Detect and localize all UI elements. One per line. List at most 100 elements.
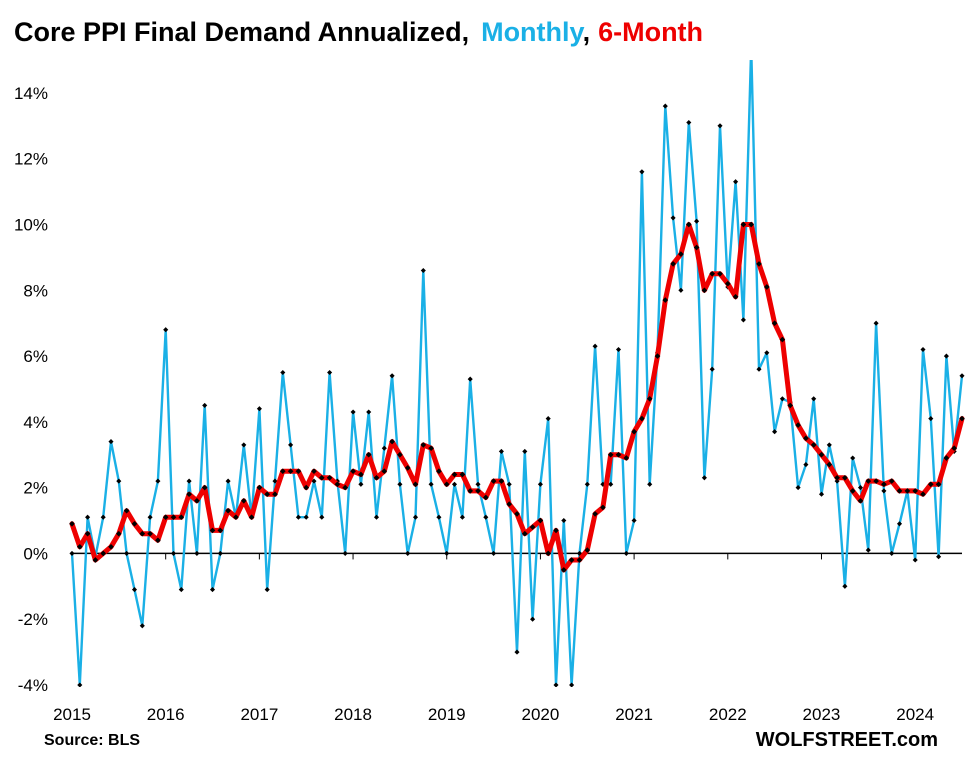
monthly-point: [217, 550, 223, 556]
monthly-point: [202, 402, 208, 408]
monthly-point: [733, 179, 739, 185]
six-month-point: [240, 497, 247, 504]
six-month-point: [779, 336, 786, 343]
monthly-point: [522, 448, 528, 454]
monthly-point: [537, 481, 543, 487]
monthly-point: [459, 514, 465, 520]
monthly-point: [740, 317, 746, 323]
six-month-point: [842, 474, 848, 481]
monthly-point: [717, 123, 723, 129]
six-month-point: [748, 221, 755, 228]
monthly-point: [412, 514, 419, 520]
six-month-point: [693, 244, 700, 251]
monthly-point: [295, 514, 301, 520]
six-month-point: [443, 481, 450, 488]
monthly-point: [506, 481, 512, 487]
six-month-point: [662, 297, 669, 303]
monthly-point: [139, 623, 145, 629]
six-month-point: [732, 293, 739, 300]
monthly-point: [491, 550, 497, 556]
six-month-point: [459, 471, 466, 478]
monthly-point: [186, 478, 192, 484]
x-tick-label: 2017: [240, 705, 278, 724]
chart-title-separator: ,: [583, 17, 591, 47]
six-month-point: [256, 484, 263, 491]
monthly-point: [319, 514, 325, 520]
six-month-point: [482, 494, 489, 501]
monthly-point: [818, 491, 825, 497]
monthly-point: [444, 550, 450, 556]
x-tick-label: 2018: [334, 705, 372, 724]
monthly-point: [912, 557, 918, 563]
six-month-point: [951, 445, 958, 452]
six-month-point: [818, 451, 825, 458]
monthly-point: [85, 514, 91, 520]
monthly-point: [811, 396, 817, 402]
monthly-point: [615, 346, 622, 353]
x-tick-label: 2024: [896, 705, 934, 724]
six-month-point: [373, 474, 380, 481]
x-tick-label: 2020: [522, 705, 560, 724]
monthly-point: [686, 119, 692, 126]
y-tick-label: 14%: [14, 84, 48, 103]
monthly-point: [662, 103, 668, 109]
monthly-point: [694, 218, 700, 224]
six-month-point: [303, 484, 310, 491]
six-month-point: [803, 435, 809, 442]
monthly-point: [896, 521, 903, 527]
six-month-point: [857, 497, 864, 504]
six-month-point: [147, 530, 153, 537]
six-month-point: [709, 270, 716, 277]
six-month-point: [529, 524, 536, 530]
monthly-point: [764, 350, 770, 356]
six-month-point: [194, 497, 200, 504]
monthly-point: [280, 369, 286, 376]
monthly-point: [592, 343, 598, 349]
six-month-point: [115, 530, 122, 537]
six-month-point: [358, 471, 364, 478]
monthly-point: [709, 366, 715, 372]
six-month-point: [412, 481, 419, 488]
six-month-point: [389, 438, 395, 445]
monthly-point: [857, 485, 864, 491]
monthly-point: [77, 682, 83, 687]
six-month-point: [959, 415, 965, 422]
monthly-point: [163, 327, 169, 333]
monthly-point: [920, 346, 926, 353]
monthly-point: [225, 478, 231, 484]
six-month-point: [787, 402, 794, 409]
six-month-point: [69, 520, 75, 527]
six-month-point: [865, 478, 872, 484]
six-month-point: [76, 543, 83, 550]
monthly-point: [850, 455, 856, 461]
six-month-point: [724, 280, 731, 287]
x-tick-label: 2016: [147, 705, 185, 724]
six-month-point: [397, 451, 403, 458]
six-month-point: [287, 468, 294, 475]
six-month-point: [920, 491, 926, 498]
six-month-point: [420, 442, 427, 448]
monthly-point: [749, 44, 754, 49]
credit-label: WOLFSTREET.com: [756, 729, 938, 751]
x-tick-label: 2021: [615, 705, 653, 724]
six-month-point: [404, 465, 411, 471]
monthly-point: [272, 478, 278, 484]
six-month-point: [162, 514, 169, 521]
six-month-point: [568, 557, 575, 563]
monthly-point: [256, 406, 262, 412]
six-month-point: [334, 481, 341, 488]
six-month-point: [685, 221, 692, 228]
monthly-point: [155, 478, 161, 484]
monthly-point: [116, 478, 122, 484]
six-month-point: [521, 530, 528, 537]
six-month-point: [545, 550, 552, 557]
monthly-point: [772, 429, 778, 435]
six-month-point: [646, 395, 653, 402]
six-month-point: [318, 474, 325, 481]
monthly-point: [467, 376, 473, 382]
six-month-point: [381, 468, 388, 475]
monthly-point: [327, 369, 333, 376]
six-month-point: [623, 455, 630, 461]
x-tick-label: 2019: [428, 705, 466, 724]
